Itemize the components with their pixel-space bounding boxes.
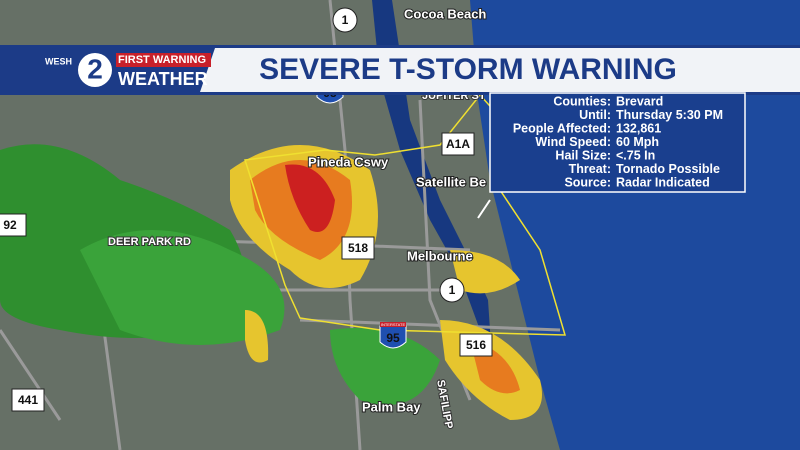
- route-number: 95: [386, 331, 400, 345]
- interstate-banner-text: INTERSTATE: [381, 322, 406, 327]
- brand-tag: [116, 53, 211, 67]
- brand-top: FIRST WARNING: [118, 54, 206, 66]
- place-label: DEER PARK RD: [108, 236, 191, 248]
- route-shield: [459, 333, 493, 357]
- info-label: Threat:: [569, 162, 611, 176]
- radar: [0, 144, 542, 420]
- radar-red: [285, 164, 335, 232]
- route-number: A1A: [446, 137, 470, 151]
- station-prefix: WESH: [45, 56, 72, 66]
- radar-yellow: [245, 310, 269, 363]
- info-rows: Counties: Brevard Until: Thursday 5:30 PM Pe…: [513, 94, 723, 189]
- info-value: 60 Mph: [616, 135, 659, 149]
- info-box: [489, 92, 746, 193]
- route-shield: [441, 132, 475, 156]
- radar-green: [330, 328, 440, 405]
- station-number: 2: [87, 53, 103, 84]
- route-number: 441: [18, 393, 38, 407]
- pointer-arrow: [477, 199, 491, 219]
- route-shield: [379, 325, 407, 349]
- header-bar: WESH 2 FIRST WARNING WEATHER SEVERE T-ST…: [0, 45, 800, 95]
- info-label: Wind Speed:: [535, 135, 611, 149]
- info-label: Until:: [579, 108, 611, 122]
- place-label: Palm Bay: [362, 399, 421, 414]
- route-shield: [11, 388, 45, 412]
- route-shield: [332, 7, 358, 33]
- place-label: Cocoa Beach: [404, 6, 486, 21]
- title-bg: [200, 48, 800, 92]
- info-label: Counties:: [553, 94, 611, 108]
- info-value: <.75 In: [616, 148, 655, 162]
- radar-yellow: [450, 250, 520, 294]
- info-label: Hail Size:: [555, 148, 611, 162]
- info-value: Tornado Possible: [616, 162, 720, 176]
- place-label: Satellite Be: [416, 174, 486, 189]
- route-number: 1: [342, 13, 349, 27]
- place-label: Pineda Cswy: [308, 154, 389, 169]
- place-label: Melbourne: [407, 248, 473, 263]
- route-number: 92: [3, 218, 17, 232]
- route-shield: [341, 236, 375, 260]
- info-value: 132,861: [616, 121, 661, 135]
- route-number: 1: [449, 283, 456, 297]
- info-value: Radar Indicated: [616, 175, 710, 189]
- route-number: 516: [466, 338, 486, 352]
- route-shield: [0, 213, 27, 237]
- info-value: Brevard: [616, 94, 663, 108]
- radar-green: [80, 230, 285, 345]
- logo-circle: [78, 53, 112, 87]
- brand-bottom: WEATHER: [118, 69, 208, 89]
- route-shield: [439, 277, 465, 303]
- info-label: People Affected:: [513, 121, 611, 135]
- route-number: 518: [348, 241, 368, 255]
- interstate-banner: [380, 322, 406, 327]
- info-label: Source:: [564, 175, 611, 189]
- info-value: Thursday 5:30 PM: [616, 108, 723, 122]
- title: SEVERE T-STORM WARNING: [259, 53, 677, 86]
